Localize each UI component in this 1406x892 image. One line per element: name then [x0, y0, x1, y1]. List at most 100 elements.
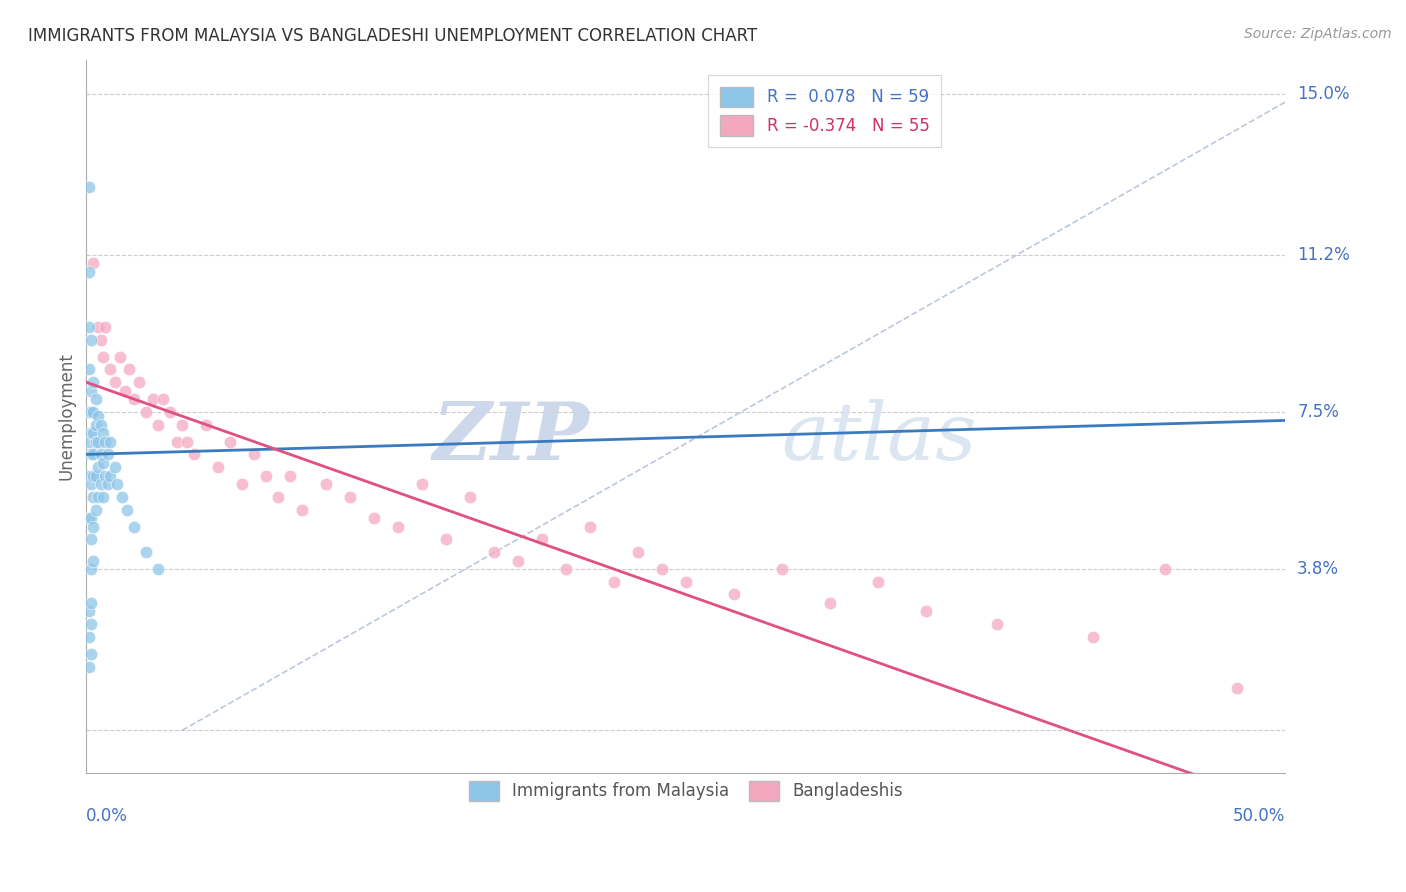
Point: [82, 426, 104, 441]
Text: 50.0%: 50.0%: [1233, 806, 1285, 825]
Text: IMMIGRANTS FROM MALAYSIA VS BANGLADESHI UNEMPLOYMENT CORRELATION CHART: IMMIGRANTS FROM MALAYSIA VS BANGLADESHI …: [28, 27, 758, 45]
Point: [77, 405, 100, 419]
Point: [723, 587, 745, 601]
Point: [87, 320, 110, 334]
Point: [387, 519, 409, 533]
Point: [363, 511, 385, 525]
Point: [339, 490, 361, 504]
Point: [278, 468, 301, 483]
Point: [80, 596, 103, 610]
Text: ZIP: ZIP: [433, 399, 591, 476]
Point: [77, 320, 100, 334]
Point: [77, 659, 100, 673]
Y-axis label: Unemployment: Unemployment: [58, 352, 75, 480]
Point: [243, 447, 266, 461]
Point: [142, 392, 165, 407]
Point: [77, 630, 100, 644]
Point: [97, 477, 120, 491]
Point: [207, 460, 229, 475]
Point: [482, 545, 505, 559]
Point: [82, 553, 104, 567]
Point: [77, 468, 100, 483]
Point: [90, 333, 112, 347]
Point: [80, 333, 103, 347]
Point: [87, 434, 110, 449]
Point: [128, 376, 150, 390]
Point: [77, 180, 100, 194]
Point: [82, 405, 104, 419]
Point: [675, 574, 697, 589]
Point: [1154, 562, 1177, 576]
Point: [148, 562, 170, 576]
Point: [458, 490, 481, 504]
Point: [80, 511, 103, 525]
Point: [111, 490, 134, 504]
Point: [80, 647, 103, 661]
Point: [77, 511, 100, 525]
Point: [135, 405, 157, 419]
Point: [80, 533, 103, 547]
Point: [80, 426, 103, 441]
Point: [77, 604, 100, 618]
Point: [82, 376, 104, 390]
Point: [148, 417, 170, 432]
Point: [82, 519, 104, 533]
Point: [554, 562, 576, 576]
Point: [291, 502, 314, 516]
Point: [254, 468, 277, 483]
Point: [530, 533, 553, 547]
Point: [87, 490, 110, 504]
Point: [82, 490, 104, 504]
Point: [98, 362, 121, 376]
Point: [91, 350, 114, 364]
Point: [108, 350, 131, 364]
Point: [84, 468, 107, 483]
Text: 3.8%: 3.8%: [1298, 560, 1339, 578]
Point: [84, 392, 107, 407]
Point: [986, 617, 1008, 632]
Point: [94, 434, 117, 449]
Point: [118, 362, 141, 376]
Point: [107, 477, 129, 491]
Point: [114, 384, 136, 398]
Point: [818, 596, 841, 610]
Point: [866, 574, 889, 589]
Point: [159, 405, 181, 419]
Point: [651, 562, 673, 576]
Point: [77, 434, 100, 449]
Point: [77, 362, 100, 376]
Point: [1083, 630, 1105, 644]
Point: [80, 447, 103, 461]
Point: [152, 392, 174, 407]
Point: [77, 265, 100, 279]
Point: [219, 434, 242, 449]
Point: [104, 460, 127, 475]
Point: [90, 447, 112, 461]
Point: [80, 405, 103, 419]
Point: [183, 447, 205, 461]
Point: [98, 468, 121, 483]
Point: [770, 562, 793, 576]
Point: [82, 468, 104, 483]
Point: [84, 502, 107, 516]
Point: [104, 376, 127, 390]
Point: [98, 434, 121, 449]
Point: [80, 617, 103, 632]
Point: [434, 533, 457, 547]
Point: [87, 409, 110, 424]
Point: [166, 434, 188, 449]
Text: Source: ZipAtlas.com: Source: ZipAtlas.com: [1244, 27, 1392, 41]
Legend: Immigrants from Malaysia, Bangladeshis: Immigrants from Malaysia, Bangladeshis: [461, 774, 910, 807]
Point: [84, 417, 107, 432]
Point: [315, 477, 337, 491]
Point: [94, 320, 117, 334]
Text: 0.0%: 0.0%: [86, 806, 128, 825]
Point: [579, 519, 602, 533]
Point: [84, 434, 107, 449]
Point: [91, 490, 114, 504]
Point: [914, 604, 936, 618]
Point: [231, 477, 253, 491]
Point: [80, 477, 103, 491]
Point: [82, 447, 104, 461]
Text: 15.0%: 15.0%: [1298, 85, 1350, 103]
